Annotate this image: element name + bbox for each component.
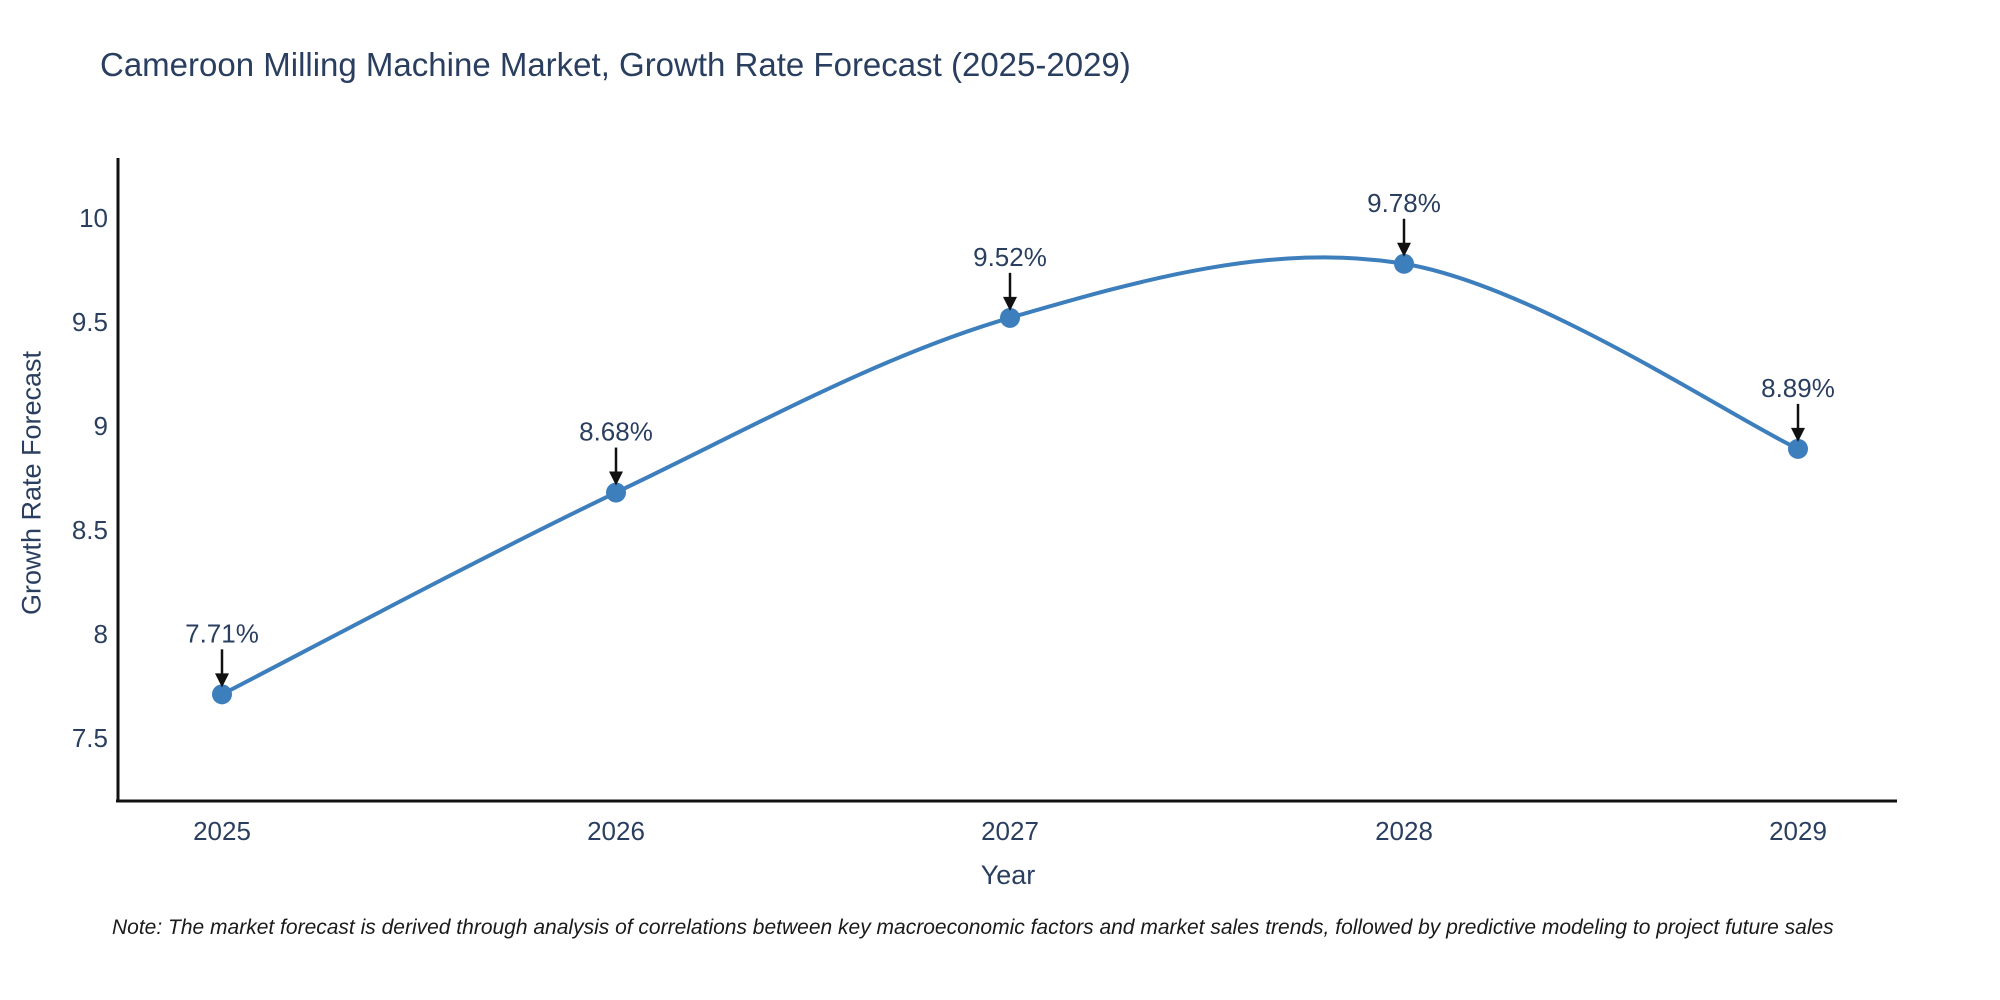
footnote: Note: The market forecast is derived thr…: [112, 916, 1834, 939]
x-tick-label: 2028: [1375, 816, 1433, 846]
x-tick-label: 2025: [193, 816, 251, 846]
x-tick-label: 2029: [1769, 816, 1827, 846]
annotation-arrow-head: [1003, 296, 1017, 311]
data-point-marker: [1788, 438, 1808, 459]
annotation-label: 9.52%: [973, 242, 1047, 272]
annotation-arrow-head: [1791, 427, 1805, 442]
x-tick-label: 2027: [981, 816, 1039, 846]
annotation-arrow-head: [609, 471, 623, 486]
y-tick-label: 8.5: [72, 515, 108, 545]
y-tick-label: 9: [94, 411, 108, 441]
annotation-arrow-head: [215, 673, 229, 688]
x-axis-title: Year: [980, 860, 1036, 890]
y-tick-label: 9.5: [72, 307, 108, 337]
data-point-marker: [1394, 253, 1414, 274]
annotation-label: 8.89%: [1761, 373, 1835, 403]
data-point-marker: [212, 684, 232, 705]
y-tick-label: 7.5: [72, 723, 108, 753]
annotation-label: 9.78%: [1367, 188, 1441, 218]
annotation-arrow-head: [1397, 242, 1411, 257]
x-tick-label: 2026: [587, 816, 645, 846]
data-point-marker: [606, 482, 626, 503]
annotation-label: 7.71%: [185, 618, 259, 648]
annotation-label: 8.68%: [579, 417, 653, 447]
y-tick-label: 8: [94, 619, 108, 649]
chart-title: Cameroon Milling Machine Market, Growth …: [100, 46, 1131, 83]
data-point-marker: [1000, 307, 1020, 328]
y-tick-label: 10: [79, 203, 108, 233]
axis-lines: [116, 158, 1897, 803]
